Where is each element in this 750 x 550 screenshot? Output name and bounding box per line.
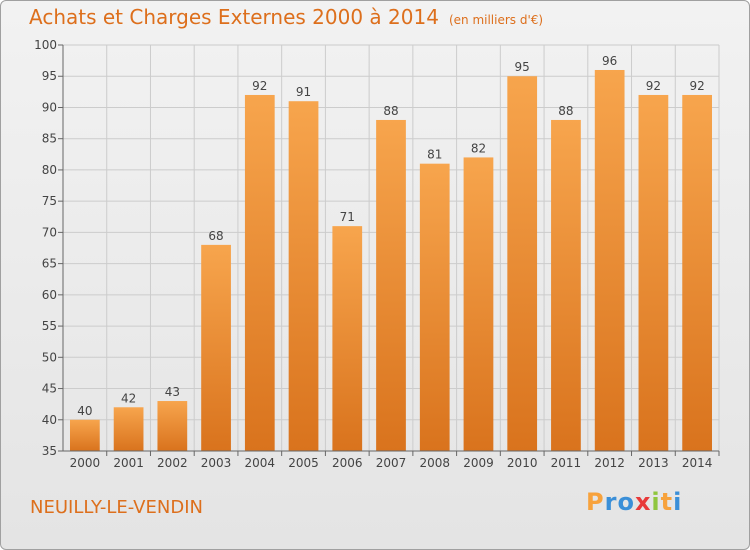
bar-value-label: 82 — [471, 141, 486, 155]
y-tick-label: 50 — [42, 350, 57, 364]
bar-value-label: 42 — [121, 391, 136, 405]
bar — [288, 101, 319, 451]
y-tick-label: 40 — [42, 413, 57, 427]
bar — [507, 76, 538, 451]
bar — [201, 244, 231, 451]
y-tick-label: 80 — [42, 163, 57, 177]
bar-value-label: 92 — [252, 79, 267, 93]
x-tick-label: 2003 — [201, 456, 232, 470]
logo-letter: t — [660, 488, 674, 516]
bar-value-label: 40 — [77, 404, 92, 418]
bar-value-label: 71 — [340, 210, 355, 224]
y-tick-label: 70 — [42, 225, 57, 239]
x-tick-label: 2000 — [70, 456, 101, 470]
logo-letter: i — [673, 488, 683, 516]
x-tick-label: 2011 — [551, 456, 582, 470]
bar — [69, 419, 100, 451]
y-tick-label: 45 — [42, 382, 57, 396]
y-tick-label: 90 — [42, 100, 57, 114]
bar-value-label: 43 — [165, 385, 180, 399]
bar — [332, 226, 363, 451]
y-tick-label: 35 — [42, 444, 57, 458]
bar-value-label: 88 — [383, 104, 398, 118]
x-tick-label: 2010 — [507, 456, 538, 470]
y-tick-label: 95 — [42, 69, 57, 83]
bar-value-label: 88 — [558, 104, 573, 118]
x-tick-label: 2013 — [638, 456, 669, 470]
x-tick-label: 2014 — [682, 456, 713, 470]
bar — [157, 401, 188, 451]
bar — [594, 69, 625, 451]
proxiti-logo[interactable]: Proxiti — [586, 488, 682, 516]
y-tick-label: 60 — [42, 288, 57, 302]
bar — [113, 407, 144, 451]
bar — [376, 119, 406, 451]
bar-value-label: 68 — [208, 229, 223, 243]
bar — [638, 94, 669, 451]
x-tick-label: 2004 — [245, 456, 276, 470]
y-tick-label: 55 — [42, 319, 57, 333]
bars-layer: 40 42 43 68 92 91 71 88 81 82 95 88 96 92 92 — [69, 54, 713, 451]
x-tick-label: 2007 — [376, 456, 407, 470]
bar-value-label: 91 — [296, 85, 311, 99]
x-tick-label: 2005 — [288, 456, 319, 470]
chart-subtitle: (en milliers d'€) — [448, 13, 544, 27]
logo-letter: r — [604, 488, 618, 516]
bar-value-label: 81 — [427, 148, 442, 162]
y-tick-label: 85 — [42, 132, 57, 146]
y-tick-label: 100 — [34, 38, 57, 52]
bar-value-label: 96 — [602, 54, 617, 68]
y-tick-label: 75 — [42, 194, 57, 208]
x-tick-label: 2009 — [463, 456, 494, 470]
title-text: Achats et Charges Externes 2000 à 2014 — [29, 5, 439, 29]
logo-letter: P — [586, 488, 605, 516]
bar — [551, 119, 581, 451]
x-tick-label: 2008 — [419, 456, 450, 470]
axis-layer: 35 40 45 50 55 60 65 70 75 80 85 90 95 100 2000 2001 200… — [34, 38, 720, 470]
chart-title: Achats et Charges Externes 2000 à 2014 (e… — [29, 5, 543, 29]
bar-value-label: 95 — [515, 60, 530, 74]
bar — [419, 163, 450, 451]
bar-value-label: 92 — [689, 79, 704, 93]
y-tick-label: 65 — [42, 257, 57, 271]
bar — [682, 94, 713, 451]
x-tick-label: 2012 — [594, 456, 625, 470]
bar — [463, 157, 494, 451]
logo-letter: i — [651, 488, 661, 516]
x-tick-label: 2006 — [332, 456, 363, 470]
logo-letter: x — [634, 488, 652, 516]
bar-value-label: 92 — [646, 79, 661, 93]
logo-letter: o — [617, 488, 635, 516]
x-tick-label: 2001 — [113, 456, 144, 470]
bar — [244, 94, 275, 451]
commune-name: NEUILLY-LE-VENDIN — [30, 497, 203, 518]
x-tick-label: 2002 — [157, 456, 188, 470]
